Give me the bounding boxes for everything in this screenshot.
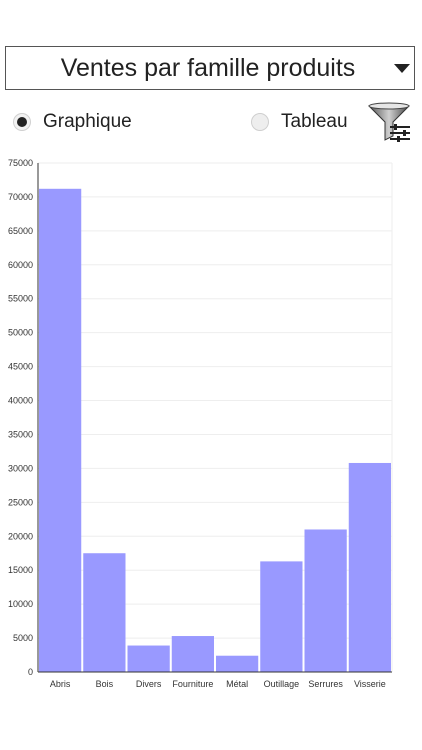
y-tick-label: 0 bbox=[28, 667, 33, 677]
radio-table-label[interactable]: Tableau bbox=[281, 111, 348, 132]
y-tick-label: 40000 bbox=[8, 396, 33, 406]
x-tick-label: Divers bbox=[136, 679, 162, 689]
x-tick-label: Abris bbox=[50, 679, 71, 689]
filter-settings-icon[interactable] bbox=[366, 102, 412, 144]
x-tick-label: Bois bbox=[96, 679, 114, 689]
y-tick-label: 25000 bbox=[8, 497, 33, 507]
y-tick-label: 50000 bbox=[8, 328, 33, 338]
x-tick-label: Outillage bbox=[264, 679, 300, 689]
radio-graph-label[interactable]: Graphique bbox=[43, 111, 132, 132]
bar bbox=[83, 553, 126, 672]
bar bbox=[171, 636, 214, 672]
x-tick-label: Fourniture bbox=[172, 679, 213, 689]
y-tick-label: 75000 bbox=[8, 158, 33, 168]
y-tick-label: 45000 bbox=[8, 362, 33, 372]
bar bbox=[127, 645, 170, 672]
bar bbox=[260, 561, 303, 672]
y-tick-label: 30000 bbox=[8, 463, 33, 473]
y-tick-label: 10000 bbox=[8, 599, 33, 609]
bar bbox=[304, 529, 347, 672]
radio-table[interactable]: Tableau bbox=[251, 108, 348, 136]
y-tick-label: 55000 bbox=[8, 294, 33, 304]
bar bbox=[216, 655, 259, 672]
y-tick-label: 65000 bbox=[8, 226, 33, 236]
radio-graph-button[interactable] bbox=[13, 113, 31, 131]
x-tick-label: Visserie bbox=[354, 679, 386, 689]
y-tick-label: 5000 bbox=[13, 633, 33, 643]
sales-bar-chart: 0 5000 10000 15000 20000 25000 30000 35000 40000… bbox=[8, 158, 393, 689]
y-tick-label: 35000 bbox=[8, 429, 33, 439]
bar bbox=[348, 462, 391, 672]
x-tick-label: Métal bbox=[226, 679, 248, 689]
y-tick-label: 60000 bbox=[8, 260, 33, 270]
radio-graph[interactable]: Graphique bbox=[13, 108, 132, 136]
bar bbox=[39, 188, 82, 672]
y-tick-label: 20000 bbox=[8, 531, 33, 541]
report-select-value: Ventes par famille produits bbox=[60, 53, 356, 82]
y-tick-label: 70000 bbox=[8, 192, 33, 202]
x-tick-label: Serrures bbox=[308, 679, 343, 689]
report-select[interactable]: Ventes par famille produits bbox=[5, 46, 415, 90]
y-tick-label: 15000 bbox=[8, 565, 33, 575]
chevron-down-icon[interactable] bbox=[394, 63, 410, 73]
radio-table-button[interactable] bbox=[251, 113, 269, 131]
